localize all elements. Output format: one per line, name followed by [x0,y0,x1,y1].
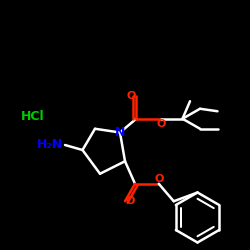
Text: O: O [125,196,135,206]
Text: O: O [126,91,136,101]
Text: O: O [154,174,164,184]
Text: N: N [115,126,125,139]
Text: O: O [156,119,166,129]
Text: HCl: HCl [21,110,44,123]
Text: H₂N: H₂N [37,138,63,151]
